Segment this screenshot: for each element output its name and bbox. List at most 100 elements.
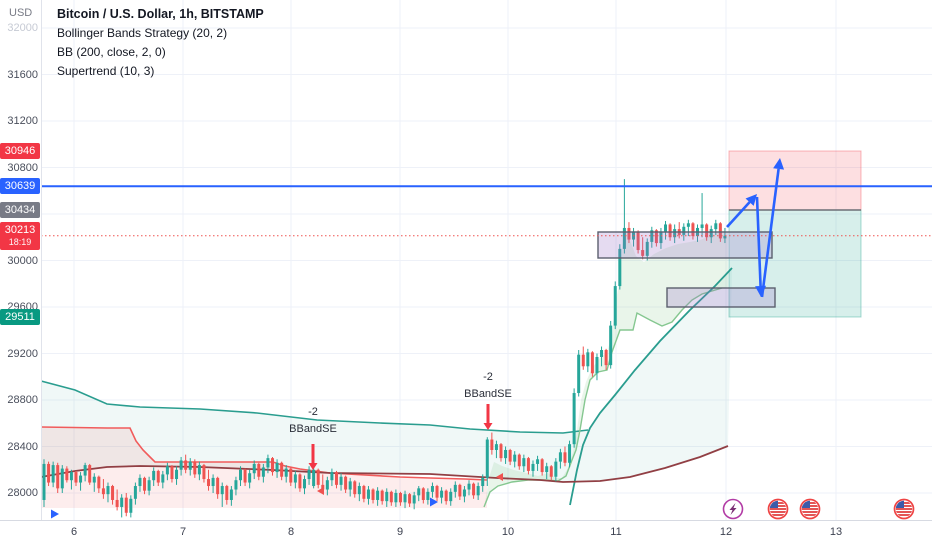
us-economic-event-icon[interactable]: [799, 498, 821, 520]
indicator-row-bb-strategy[interactable]: Bollinger Bands Strategy (20, 2): [57, 26, 228, 40]
candle-body: [129, 498, 133, 513]
short-entry-marker-icon: [317, 487, 324, 495]
candle-body: [266, 458, 270, 468]
price-badge-30946: 30946: [0, 142, 40, 159]
candle-body: [51, 465, 55, 483]
time-scale[interactable]: 6 7 8 9 10 11 12 13: [0, 520, 932, 550]
candle-body: [252, 463, 256, 474]
projection-arrow[interactable]: [755, 196, 762, 287]
candle-body: [138, 477, 142, 487]
short-entry-marker-icon: [496, 473, 503, 481]
candle-body: [65, 468, 69, 481]
candle-body: [540, 459, 544, 473]
flag-canton: [895, 500, 904, 508]
candle-body: [682, 226, 686, 235]
flag-stripe: [801, 508, 819, 510]
candle-body: [627, 227, 631, 240]
candle-body: [654, 230, 658, 244]
candle-body: [604, 350, 608, 366]
price-scale[interactable]: 3200031600312003080030400300002960029200…: [0, 0, 42, 520]
candle-body: [271, 458, 274, 473]
candle-body: [74, 472, 78, 483]
candle-body: [152, 470, 156, 481]
time-tick-label: 13: [829, 526, 843, 538]
candle-body: [362, 486, 366, 499]
short-position-target-zone[interactable]: [728, 209, 862, 318]
indicator-row-bb[interactable]: BB (200, close, 2, 0): [57, 45, 166, 59]
symbol-title[interactable]: Bitcoin / U.S. Dollar, 1h, BITSTAMP: [57, 7, 264, 21]
price-badge-30434: 30434: [0, 202, 40, 219]
candle-body: [248, 473, 252, 483]
candle-body: [517, 454, 521, 467]
candle-body: [307, 469, 311, 480]
bb-upper-line: [40, 380, 589, 434]
candle-body: [504, 449, 508, 459]
candle-body: [522, 458, 526, 467]
candle-body: [403, 494, 407, 503]
signal-label: -2: [308, 406, 318, 418]
us-economic-event-icon[interactable]: [893, 498, 915, 520]
drawn-rectangle[interactable]: [666, 287, 776, 308]
chart-legend: Bitcoin / U.S. Dollar, 1h, BITSTAMP Boll…: [57, 5, 264, 81]
price-badge-30639: 30639: [0, 178, 40, 195]
time-tick-label: 8: [287, 526, 295, 538]
candle-body: [216, 477, 220, 495]
candle-body: [316, 469, 320, 485]
candle-body: [458, 484, 462, 497]
candle-body: [188, 461, 192, 470]
price-tick-label: 28000: [7, 487, 38, 499]
price-tick-label: 31600: [7, 68, 38, 81]
candle-body: [302, 479, 306, 489]
candle-body: [723, 235, 727, 239]
flag-stripe: [895, 508, 913, 510]
candle-body: [444, 490, 448, 502]
price-tick-label: 31200: [7, 115, 38, 127]
candle-body: [193, 461, 197, 475]
drawn-rectangle[interactable]: [597, 231, 773, 259]
candle-body: [124, 497, 128, 513]
flag-stripe: [895, 514, 913, 516]
candle-body: [494, 444, 498, 450]
price-tick-label: 29200: [7, 347, 38, 360]
long-entry-marker-icon: [51, 509, 59, 519]
candle-body: [321, 484, 325, 490]
candle-body: [472, 483, 476, 496]
candle-body: [421, 488, 425, 500]
candle-body: [147, 480, 151, 491]
candle-body: [718, 223, 722, 239]
candle-body: [586, 352, 590, 367]
projection-arrow[interactable]: [726, 201, 751, 228]
economic-event-lightning-icon[interactable]: [722, 498, 744, 520]
indicator-row-supertrend[interactable]: Supertrend (10, 3): [57, 64, 155, 78]
candle-body: [88, 465, 92, 483]
candle-body: [485, 439, 489, 478]
price-tick-label: 32000: [7, 22, 38, 34]
candle-body: [280, 462, 284, 477]
candle-body: [636, 231, 640, 251]
candle-body: [618, 248, 622, 287]
flag-stripe: [801, 514, 819, 516]
candle-body: [330, 472, 334, 481]
candles-layer[interactable]: [42, 179, 727, 518]
candle-body: [293, 474, 297, 483]
us-economic-event-icon[interactable]: [767, 498, 789, 520]
candle-body: [56, 465, 60, 489]
candle-body: [60, 468, 64, 489]
candle-body: [289, 468, 293, 483]
flag-canton: [769, 500, 778, 508]
candle-body: [435, 486, 439, 498]
candle-body: [371, 489, 375, 500]
price-badge-29511: 29511: [0, 309, 40, 326]
candle-body: [83, 465, 87, 476]
candle-body: [156, 470, 160, 483]
long-entry-marker-icon: [430, 497, 438, 507]
candle-body: [257, 463, 261, 477]
signal-name-label: BBandSE: [464, 388, 512, 400]
projection-arrow[interactable]: [760, 168, 780, 298]
candle-body: [353, 481, 357, 495]
candle-body: [380, 490, 384, 502]
candle-body: [229, 489, 233, 500]
candle-body: [577, 354, 581, 394]
candle-body: [47, 463, 51, 483]
